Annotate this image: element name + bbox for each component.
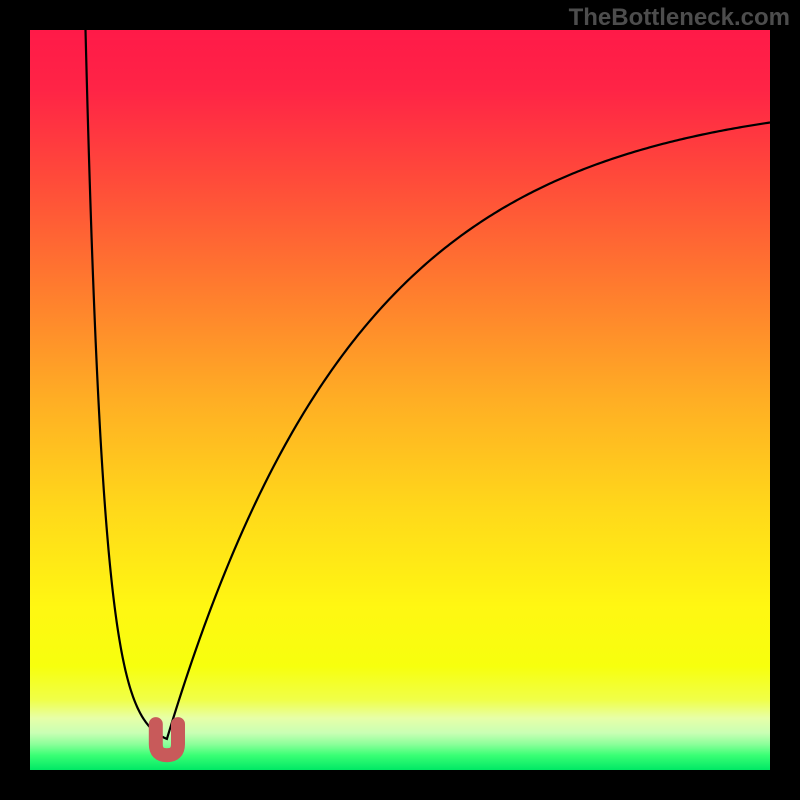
- plot-background: [30, 30, 770, 770]
- bottleneck-chart: [0, 0, 800, 800]
